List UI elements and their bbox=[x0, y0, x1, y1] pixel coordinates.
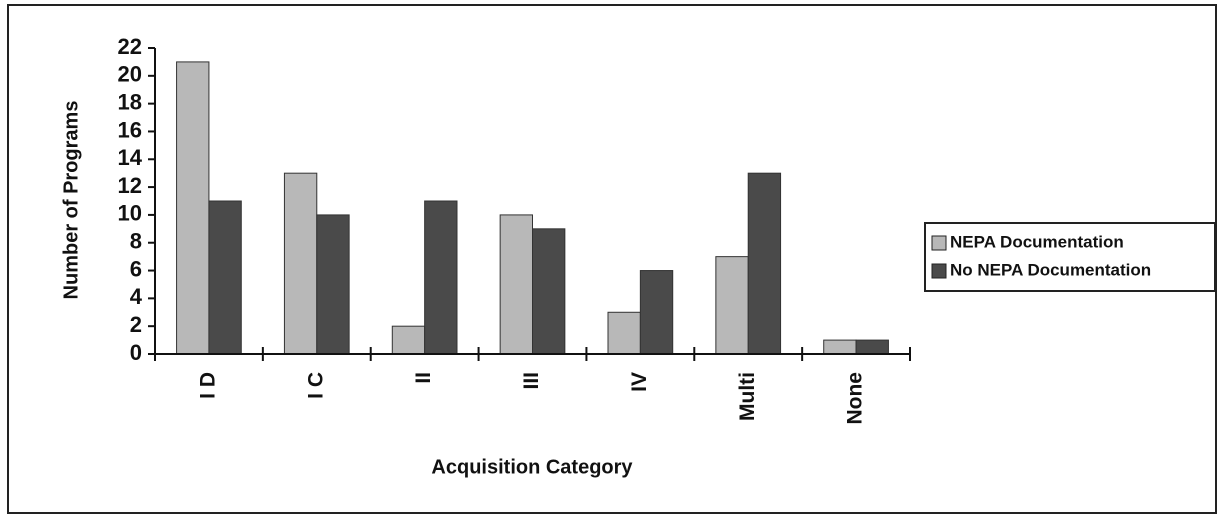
bar bbox=[283, 172, 318, 355]
y-tick-label: 0 bbox=[130, 340, 142, 365]
bar bbox=[391, 325, 426, 355]
bar bbox=[176, 61, 210, 355]
x-tick-label: I D bbox=[196, 372, 219, 399]
y-tick-label: 10 bbox=[118, 201, 142, 226]
x-tick-label: III bbox=[520, 372, 543, 390]
y-tick-label: 16 bbox=[118, 117, 142, 142]
y-tick-label: 20 bbox=[118, 62, 142, 87]
x-tick-label: Multi bbox=[736, 372, 759, 421]
bar bbox=[208, 200, 242, 355]
y-axis-title: Number of Programs bbox=[60, 101, 82, 300]
bar bbox=[316, 214, 350, 355]
bar bbox=[747, 172, 782, 355]
y-tick-label: 4 bbox=[130, 284, 143, 309]
y-tick-label: 6 bbox=[130, 256, 142, 281]
x-axis-title: Acquisition Category bbox=[431, 456, 633, 478]
legend-box bbox=[924, 222, 1216, 292]
bar bbox=[639, 270, 674, 355]
bar bbox=[823, 339, 857, 355]
legend-label: No NEPA Documentation bbox=[950, 260, 1151, 279]
legend-swatch bbox=[931, 235, 947, 251]
legend-label: NEPA Documentation bbox=[950, 232, 1124, 251]
y-tick-label: 22 bbox=[118, 34, 142, 59]
y-tick-label: 12 bbox=[118, 173, 142, 198]
y-tick-label: 14 bbox=[118, 145, 143, 170]
bar bbox=[499, 214, 533, 355]
bar bbox=[715, 256, 749, 355]
y-tick-label: 18 bbox=[118, 89, 142, 114]
bar bbox=[607, 311, 641, 355]
bar bbox=[532, 228, 566, 355]
bar bbox=[855, 339, 889, 355]
x-tick-label: II bbox=[412, 372, 435, 384]
y-tick-label: 8 bbox=[130, 229, 142, 254]
x-tick-label: I C bbox=[304, 372, 327, 399]
x-tick-label: IV bbox=[628, 372, 651, 392]
y-tick-label: 2 bbox=[130, 312, 142, 337]
bar bbox=[424, 200, 458, 355]
legend-swatch bbox=[931, 263, 947, 279]
x-tick-label: None bbox=[844, 372, 867, 425]
